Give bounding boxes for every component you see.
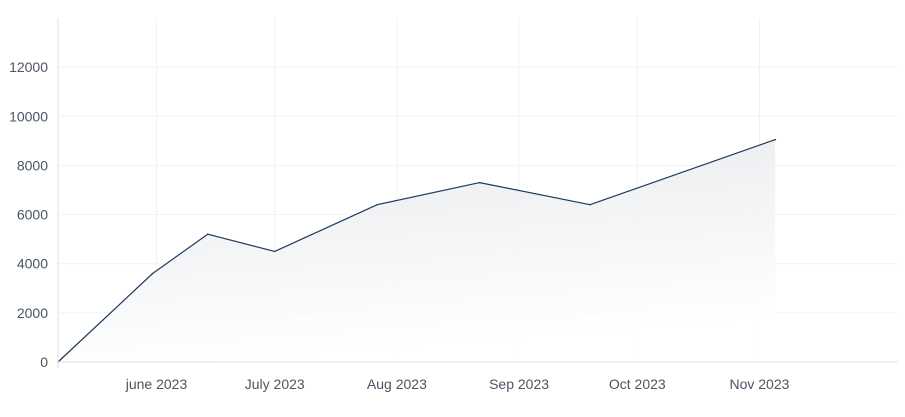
data-point: [589, 203, 591, 206]
x-tick-label: Aug 2023: [367, 376, 427, 392]
y-tick-label: 10000: [9, 108, 48, 124]
data-point: [151, 272, 154, 275]
tick-labels: 0 2000 4000 6000 8000 10000 12000 june 2023 July…: [9, 59, 790, 392]
y-tick-label: 0: [40, 354, 48, 370]
x-tick-label: July 2023: [245, 376, 305, 392]
data-point: [376, 203, 378, 206]
y-tick-label: 12000: [9, 59, 48, 75]
y-tick-label: 2000: [17, 305, 48, 321]
x-tick-label: Oct 2023: [609, 376, 666, 392]
series-line: [57, 139, 776, 363]
y-tick-label: 8000: [17, 157, 48, 173]
series-area: [57, 138, 777, 363]
x-tick-label: june 2023: [125, 376, 188, 392]
data-point: [206, 233, 209, 236]
y-tick-label: 6000: [17, 207, 48, 223]
x-tick-label: Sep 2023: [489, 376, 549, 392]
y-tick-label: 4000: [17, 256, 48, 272]
data-point: [273, 250, 276, 253]
axes: [57, 18, 898, 368]
data-point: [478, 181, 481, 184]
series-area-fill: [58, 139, 776, 362]
x-tick-label: Nov 2023: [729, 376, 789, 392]
data-point: [774, 138, 777, 141]
